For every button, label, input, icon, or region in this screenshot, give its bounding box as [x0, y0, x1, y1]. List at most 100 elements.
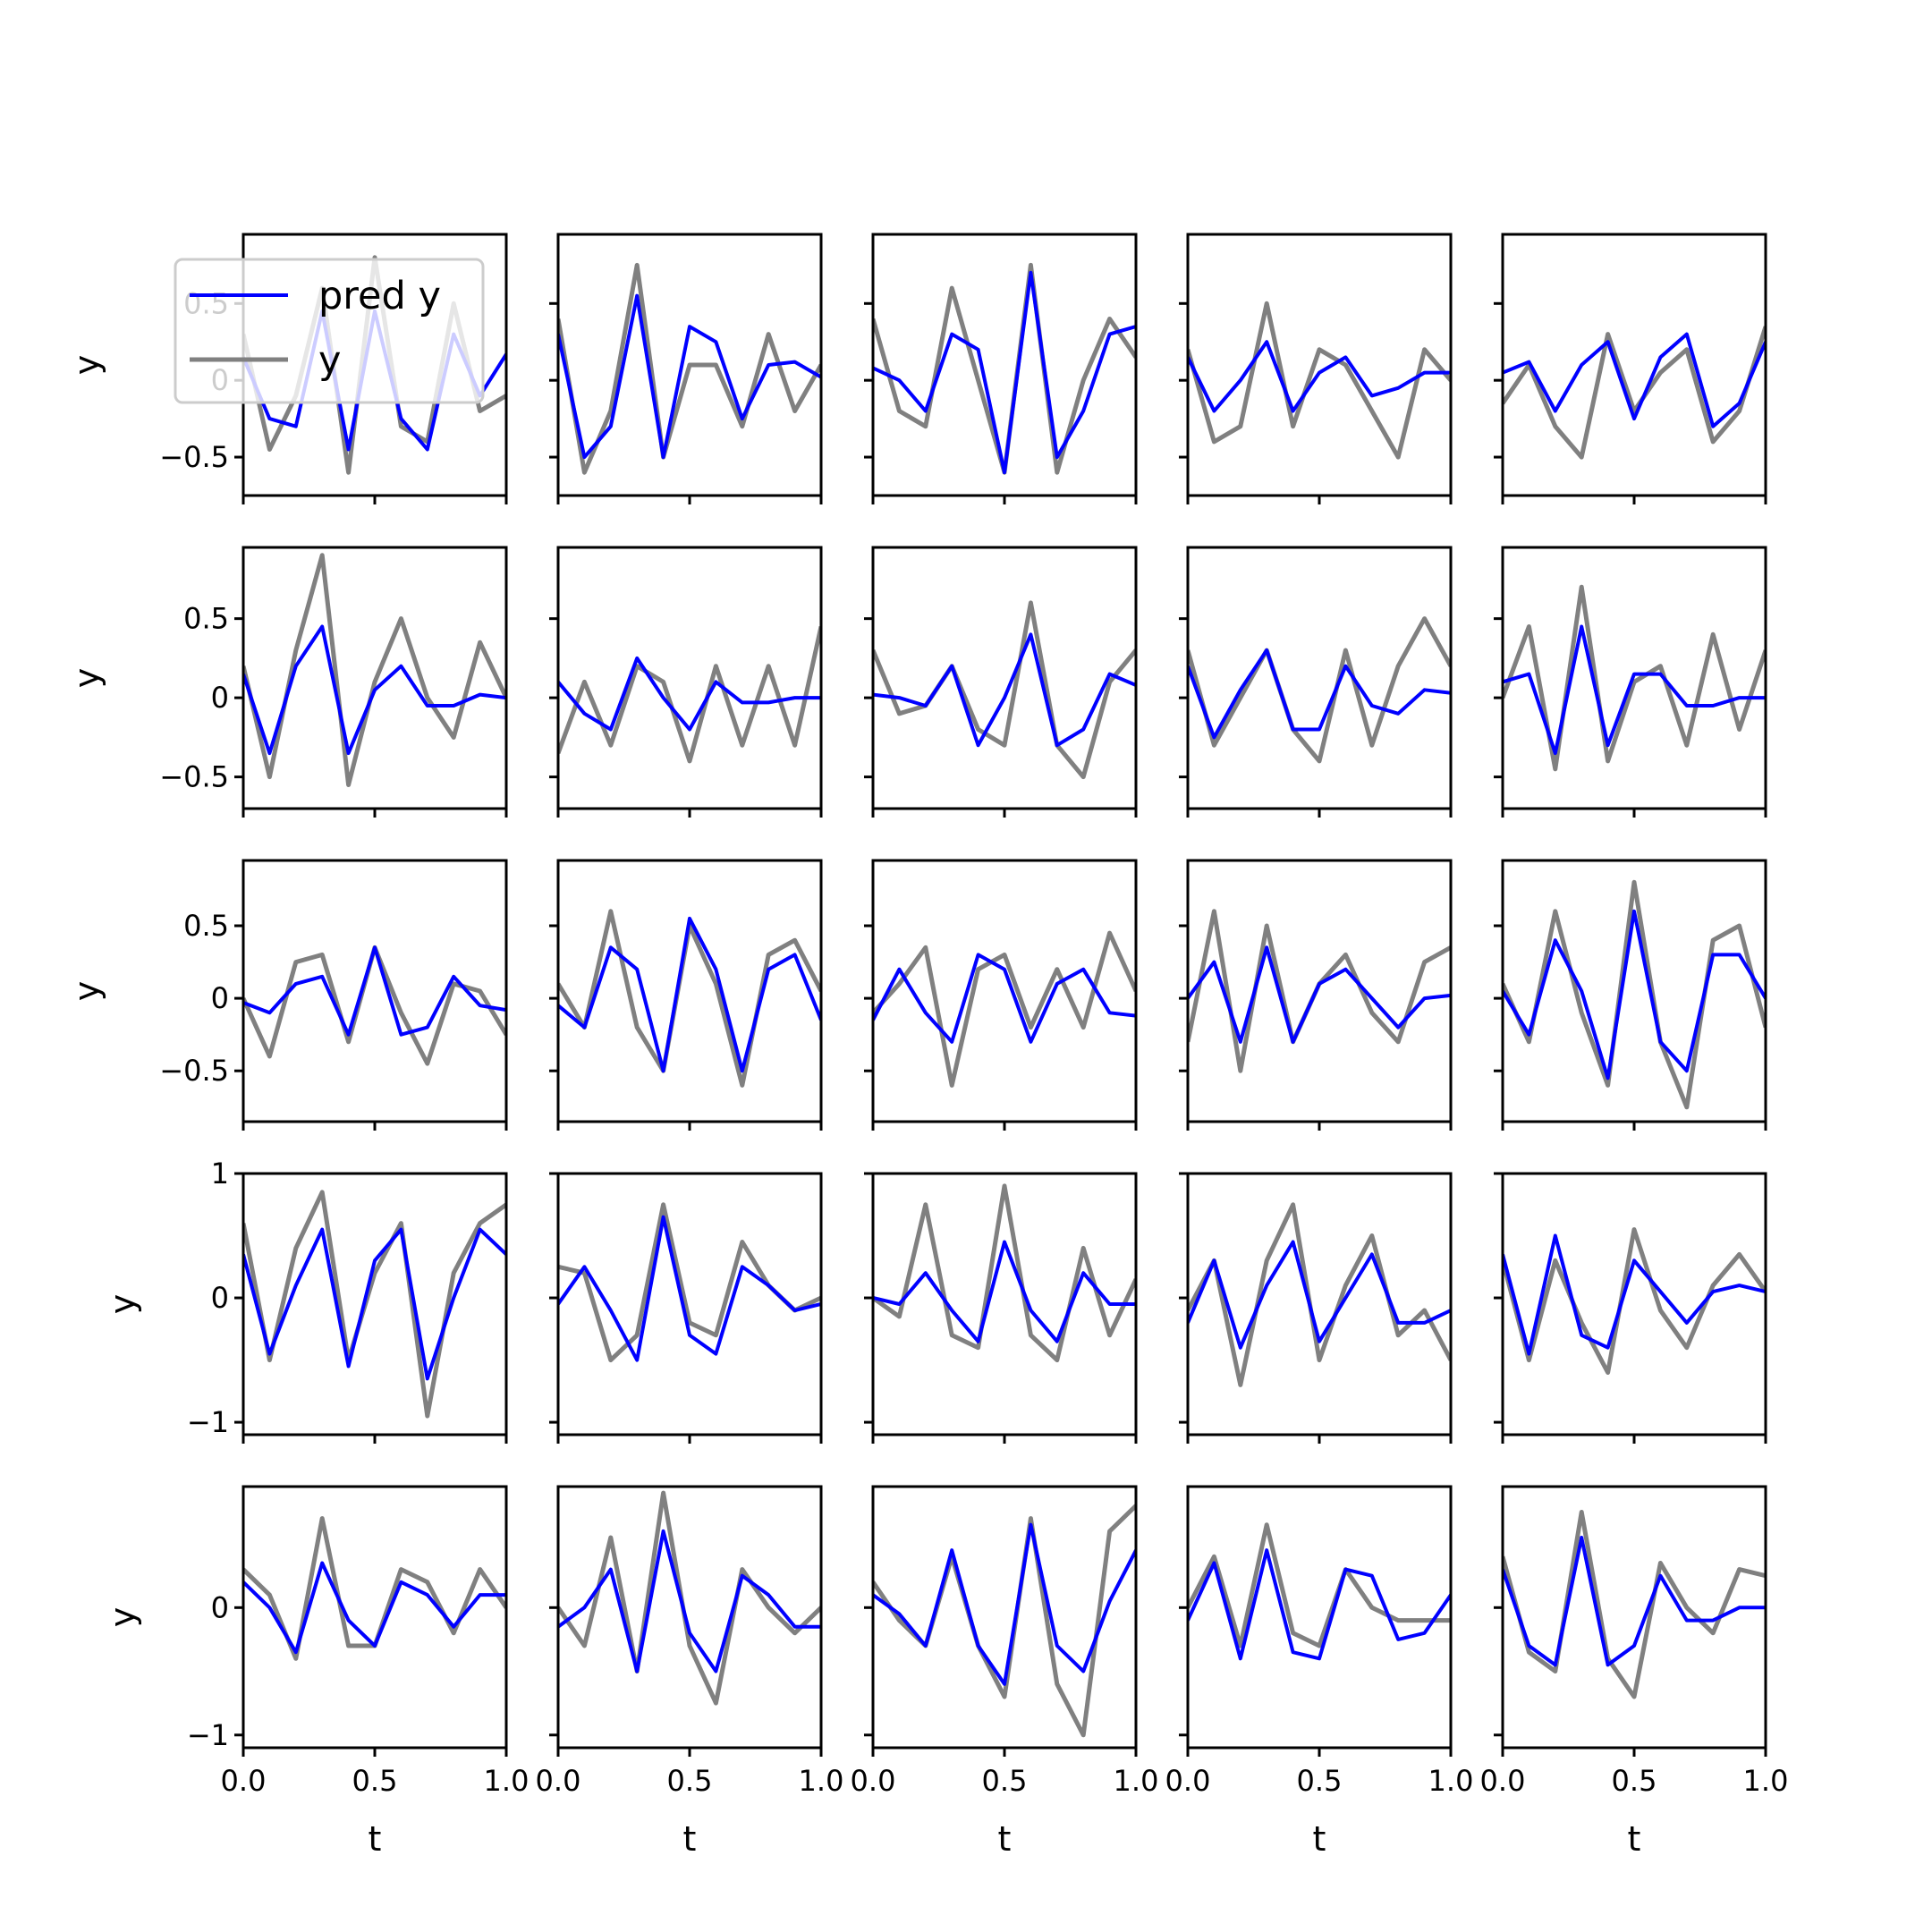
x-tick-label: 0.5: [982, 1764, 1028, 1798]
subplot-r4c0: −1 0 0.0 0.5 1.0 y t: [103, 1485, 530, 1859]
subplot-r0c1: [549, 233, 823, 504]
y-tick-label: −0.5: [159, 440, 229, 474]
y-tick-label: −1: [187, 1405, 229, 1439]
y-tick-label: 0: [211, 1281, 229, 1315]
subplot-r2c3: [1179, 859, 1453, 1131]
x-tick-label: 0.0: [1165, 1764, 1211, 1798]
subplot-r1c1: [549, 546, 823, 818]
pred-y-line: [1503, 909, 1766, 1080]
y-line: [1188, 1522, 1451, 1648]
subplot-r2c0: −0.5 0 0.5 y: [67, 859, 508, 1131]
x-tick-label: 1.0: [484, 1764, 530, 1798]
subplot-r2c4: [1494, 859, 1767, 1131]
y-tick-label: 0: [211, 681, 229, 715]
pred-y-line: [1188, 648, 1451, 740]
y-tick-label: 0.5: [183, 909, 229, 943]
pred-y-line: [873, 270, 1136, 475]
y-line: [1188, 1202, 1451, 1387]
pred-y-line: [243, 945, 506, 1037]
subplot-r2c1: [549, 859, 823, 1131]
x-tick-label: 0.5: [1297, 1764, 1343, 1798]
subplot-r0c2: [864, 233, 1138, 504]
y-axis-label: y: [67, 981, 106, 1002]
x-axis-label: t: [683, 1819, 697, 1859]
y-line: [1503, 1510, 1766, 1699]
pred-y-line: [1188, 340, 1451, 413]
x-axis-label: t: [369, 1819, 382, 1859]
x-tick-label: 0.5: [667, 1764, 713, 1798]
y-line: [873, 1183, 1136, 1363]
x-axis-label: t: [998, 1819, 1012, 1859]
pred-y-line: [1503, 332, 1766, 428]
subplot-r3c0: −1 0 1 y: [103, 1157, 508, 1444]
pred-y-line: [243, 624, 506, 756]
x-tick-label: 1.0: [1428, 1764, 1474, 1798]
y-line: [1503, 879, 1766, 1110]
y-tick-label: 0: [211, 981, 229, 1015]
pred-y-line: [1188, 1548, 1451, 1661]
pred-y-line: [558, 1215, 821, 1362]
pred-y-line: [243, 1227, 506, 1381]
x-axis-label: t: [1628, 1819, 1641, 1859]
x-tick-label: 0.5: [352, 1764, 398, 1798]
pred-y-line: [1503, 1233, 1766, 1356]
subplot-r3c4: [1494, 1172, 1767, 1444]
x-tick-label: 1.0: [799, 1764, 844, 1798]
y-line: [1188, 616, 1451, 764]
y-axis-label: y: [103, 1607, 142, 1628]
subplot-r4c3: 0.0 0.5 1.0 t: [1165, 1485, 1474, 1859]
pred-y-line: [873, 632, 1136, 748]
subplot-r0c3: [1179, 233, 1453, 504]
y-tick-label: −0.5: [159, 760, 229, 794]
pred-y-line: [558, 916, 821, 1073]
y-tick-label: 0.5: [183, 602, 229, 636]
subplot-r1c0: −0.5 0 0.5 y: [67, 546, 508, 818]
x-tick-label: 0.0: [851, 1764, 896, 1798]
subplot-r3c3: [1179, 1172, 1453, 1444]
y-axis-label: y: [67, 668, 106, 689]
subplot-r3c2: [864, 1172, 1138, 1444]
x-axis-label: t: [1313, 1819, 1326, 1859]
subplot-r3c1: [549, 1172, 823, 1444]
subplot-r1c3: [1179, 546, 1453, 818]
subplot-r2c2: [864, 859, 1138, 1131]
x-tick-label: 0.0: [1480, 1764, 1526, 1798]
y-line: [558, 1490, 821, 1706]
x-tick-label: 1.0: [1743, 1764, 1789, 1798]
pred-y-line: [873, 953, 1136, 1044]
pred-y-line: [558, 293, 821, 460]
x-tick-label: 1.0: [1114, 1764, 1159, 1798]
pred-y-line: [558, 656, 821, 732]
y-tick-label: 0: [211, 1590, 229, 1624]
pred-y-line: [1503, 1536, 1766, 1667]
subplot-r4c1: 0.0 0.5 1.0 t: [536, 1485, 844, 1859]
x-tick-label: 0.5: [1612, 1764, 1657, 1798]
y-axis-label: y: [103, 1294, 142, 1315]
legend: pred y y: [174, 258, 485, 404]
pred-y-line: [1188, 1240, 1451, 1350]
pred-y-line: [558, 1529, 821, 1674]
subplot-r4c2: 0.0 0.5 1.0 t: [851, 1485, 1159, 1859]
y-axis-label: y: [67, 355, 106, 376]
subplot-r1c2: [864, 546, 1138, 818]
x-tick-label: 0.0: [221, 1764, 267, 1798]
subplot-r1c4: [1494, 546, 1767, 818]
pred-y-line: [873, 1522, 1136, 1686]
pred-y-line: [873, 1240, 1136, 1343]
pred-y-line: [243, 1561, 506, 1655]
y-line: [558, 262, 821, 475]
pred-y-line: [1188, 945, 1451, 1044]
y-line: [873, 930, 1136, 1088]
y-line: [873, 600, 1136, 780]
subplot-grid: −0.500.5y−0.500.5y−0.500.5y−101y−100.00.…: [67, 233, 1789, 1859]
y-line: [1503, 1227, 1766, 1375]
legend-pred-y-label: pred y: [318, 274, 441, 318]
y-line: [243, 1190, 506, 1419]
x-tick-label: 0.0: [536, 1764, 581, 1798]
y-line: [1188, 301, 1451, 460]
legend-y-label: y: [318, 338, 341, 383]
pred-y-line: [1503, 624, 1766, 756]
y-tick-label: −1: [187, 1718, 229, 1752]
y-tick-label: 1: [211, 1157, 229, 1191]
